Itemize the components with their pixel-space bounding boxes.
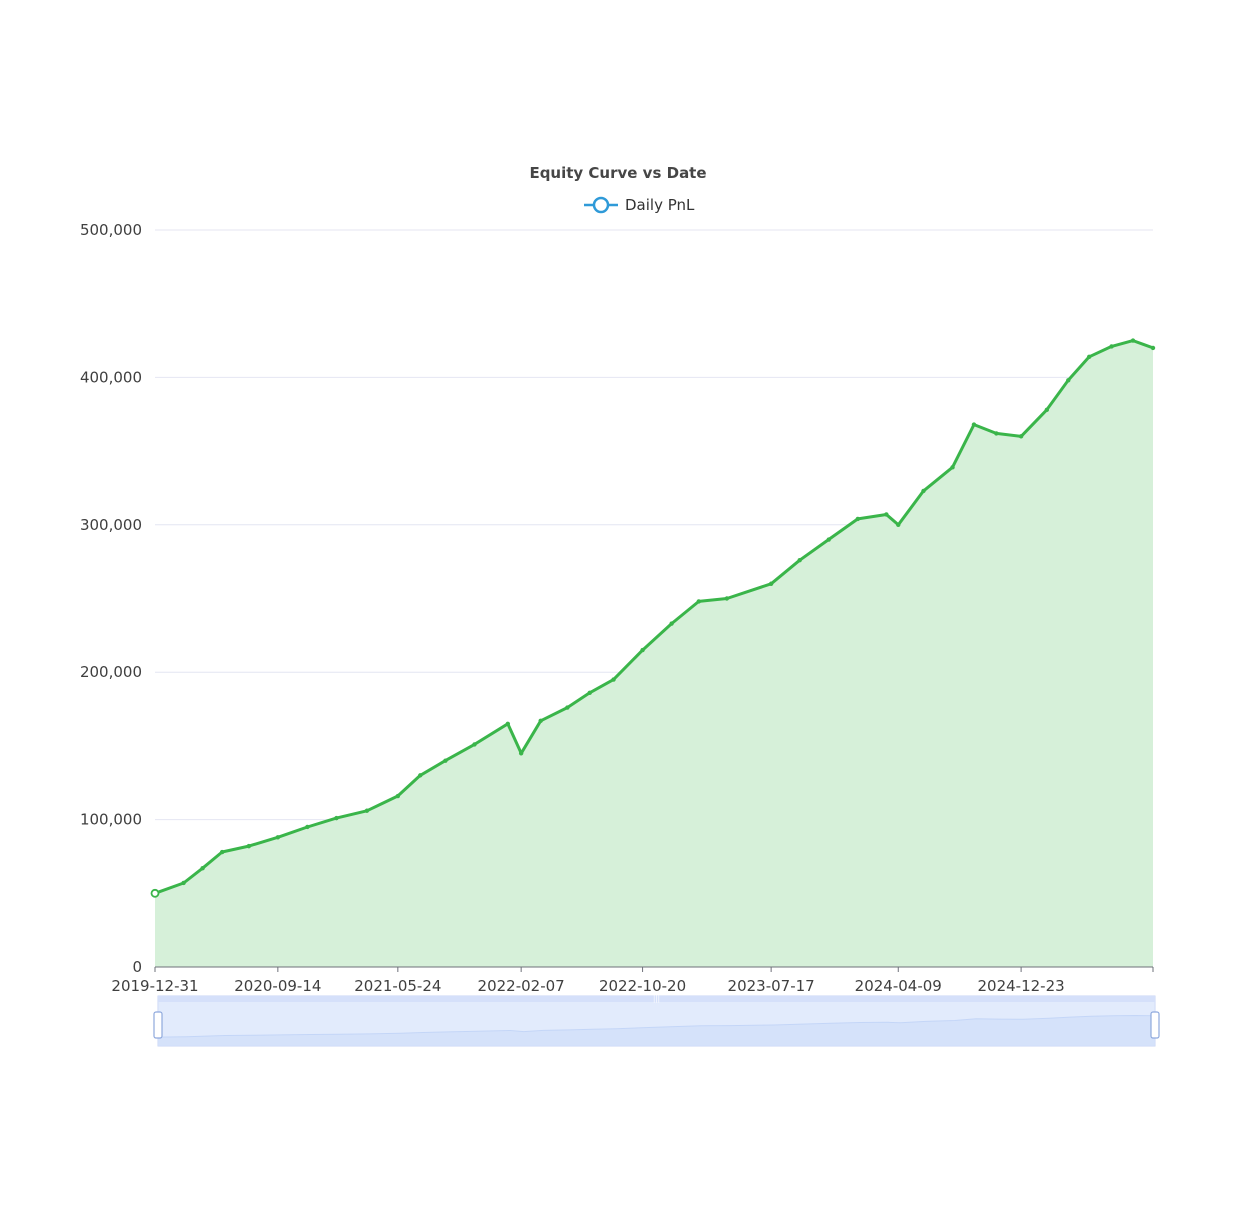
- data-point[interactable]: [565, 705, 570, 710]
- data-point[interactable]: [443, 758, 448, 763]
- data-point[interactable]: [364, 808, 370, 813]
- x-tick-label: 2024-04-09: [855, 977, 942, 995]
- data-point[interactable]: [826, 537, 831, 542]
- data-point[interactable]: [1066, 378, 1071, 383]
- x-tick-label: 2022-02-07: [478, 977, 565, 995]
- data-point[interactable]: [275, 835, 281, 840]
- data-point[interactable]: [395, 793, 401, 799]
- y-tick-label: 100,000: [80, 811, 142, 829]
- data-point[interactable]: [1044, 407, 1050, 413]
- data-point[interactable]: [768, 581, 774, 586]
- data-point[interactable]: [518, 751, 524, 756]
- data-point[interactable]: [994, 431, 999, 436]
- data-point[interactable]: [921, 488, 926, 494]
- data-point[interactable]: [200, 866, 205, 871]
- data-point[interactable]: [696, 599, 701, 604]
- data-point[interactable]: [640, 647, 645, 653]
- x-tick-label: 2024-12-23: [978, 977, 1065, 995]
- data-point[interactable]: [418, 773, 423, 778]
- data-point-start[interactable]: [150, 888, 160, 898]
- data-point[interactable]: [724, 596, 730, 601]
- y-tick-label: 300,000: [80, 516, 142, 534]
- x-tick-label: 2022-10-20: [599, 977, 686, 995]
- data-zoom-slider: |||: [153, 995, 1160, 1047]
- x-tick-label: 2020-09-14: [234, 977, 321, 995]
- zoom-move-bar[interactable]: [158, 996, 1155, 1002]
- data-point[interactable]: [797, 557, 802, 563]
- data-point[interactable]: [896, 522, 901, 527]
- series-line-daily-pnl[interactable]: [153, 339, 1155, 895]
- data-point[interactable]: [587, 690, 592, 696]
- data-point[interactable]: [971, 422, 977, 427]
- x-tick-label: 2021-05-24: [354, 977, 441, 995]
- data-point[interactable]: [855, 516, 860, 522]
- series-area-fill: [155, 340, 1153, 968]
- data-point[interactable]: [181, 880, 186, 886]
- x-tick-label: 2023-07-17: [728, 977, 815, 995]
- data-point[interactable]: [219, 849, 225, 855]
- data-point[interactable]: [305, 824, 310, 830]
- data-point[interactable]: [1130, 338, 1136, 343]
- series-area: [150, 338, 1156, 968]
- data-point[interactable]: [334, 815, 339, 821]
- data-point[interactable]: [611, 677, 616, 682]
- data-point[interactable]: [1086, 354, 1092, 359]
- y-tick-label: 500,000: [80, 221, 142, 239]
- y-tick-label: 400,000: [80, 368, 142, 386]
- y-tick-label: 0: [132, 958, 142, 976]
- legend-line-marker-icon: [584, 196, 618, 214]
- x-tick-label: 2019-12-31: [111, 977, 198, 995]
- data-point[interactable]: [950, 465, 955, 470]
- zoom-selected-range[interactable]: [158, 1002, 1155, 1046]
- zoom-handle-left[interactable]: [153, 1011, 163, 1039]
- data-point[interactable]: [246, 843, 252, 849]
- legend-item-daily-pnl[interactable]: Daily PnL: [583, 194, 694, 216]
- data-point[interactable]: [472, 742, 477, 747]
- zoom-handle-right[interactable]: [1150, 1011, 1160, 1039]
- y-tick-label: 200,000: [80, 663, 142, 681]
- data-point[interactable]: [669, 621, 674, 626]
- data-point[interactable]: [884, 512, 889, 517]
- data-point[interactable]: [1109, 344, 1114, 349]
- axes: 0 100,000 200,000 300,000 400,000 500,000 2019…: [80, 221, 1154, 995]
- data-point[interactable]: [1150, 345, 1156, 351]
- zoom-grip-icon[interactable]: |||: [653, 995, 660, 1003]
- data-point[interactable]: [538, 718, 543, 724]
- data-point[interactable]: [505, 721, 511, 726]
- legend-label: Daily PnL: [625, 196, 695, 214]
- chart-title: Equity Curve vs Date: [529, 164, 707, 182]
- data-point[interactable]: [1018, 434, 1024, 439]
